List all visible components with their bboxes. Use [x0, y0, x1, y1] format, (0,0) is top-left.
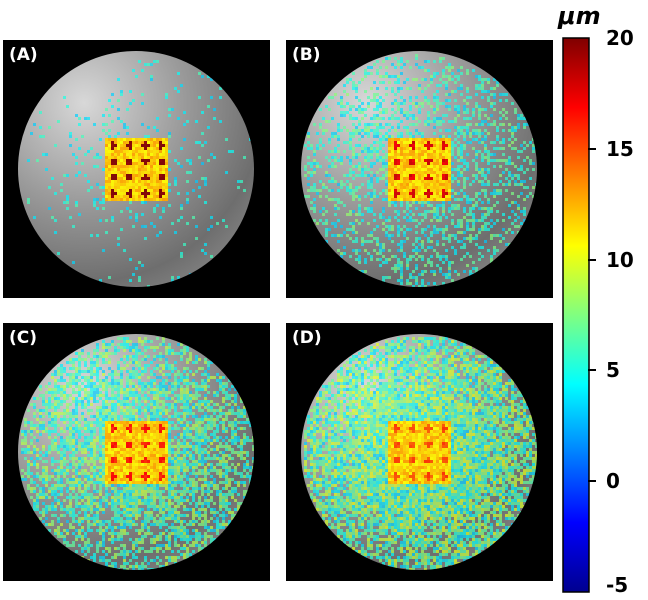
colorbar-tick-label: 0 [606, 469, 620, 494]
panel-d: (D) [286, 323, 553, 581]
colorbar-tick-mark [588, 369, 596, 372]
panel-b: (B) [286, 40, 553, 298]
panel-b-image [301, 51, 537, 287]
panel-c-image [18, 334, 254, 570]
displacement-overlay [27, 60, 252, 287]
colorbar-tick-label: 5 [606, 358, 620, 383]
panel-a-label: (A) [9, 45, 38, 65]
colorbar [562, 37, 590, 593]
colorbar-tick-mark [588, 258, 596, 261]
colorbar-tick-mark [588, 147, 596, 150]
panel-b-label: (B) [292, 45, 321, 65]
displacement-overlay [21, 337, 254, 570]
panel-d-label: (D) [292, 328, 322, 348]
panel-a-image [18, 51, 254, 287]
colorbar-gradient [562, 37, 590, 593]
panel-d-image [301, 334, 537, 570]
colorbar-tick-label: 10 [606, 247, 634, 272]
displacement-overlay [304, 54, 537, 287]
displacement-overlay [304, 337, 537, 570]
panel-a: (A) [3, 40, 270, 298]
panel-c-label: (C) [9, 328, 38, 348]
colorbar-tick-label: 20 [606, 26, 634, 50]
panel-c: (C) [3, 323, 270, 581]
colorbar-tick-mark [588, 480, 596, 483]
colorbar-tick-label: 15 [606, 136, 634, 161]
colorbar-tick-label: -5 [606, 573, 629, 597]
colorbar-unit-label: μm [558, 2, 601, 30]
